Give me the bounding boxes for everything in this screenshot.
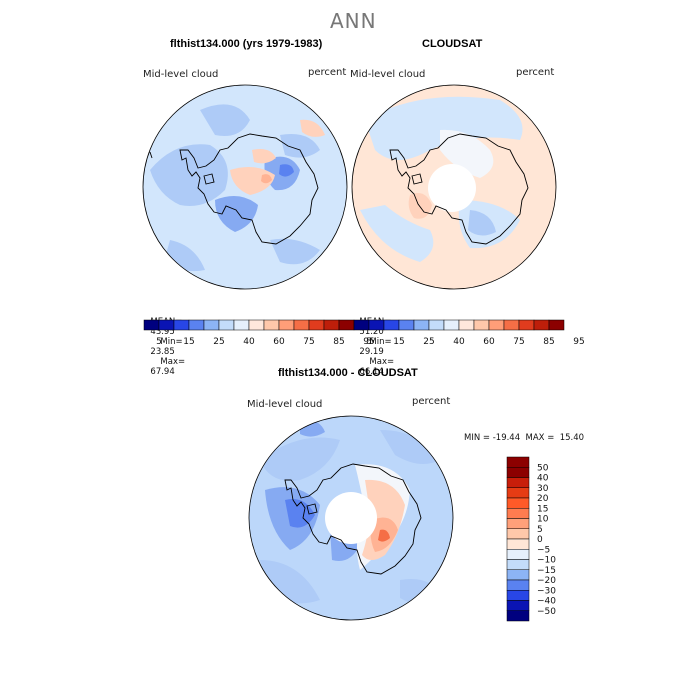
panel-1-colorbar-tick-label: 40 <box>243 337 255 347</box>
difference-colorbar-swatch <box>506 477 530 488</box>
panel-1-colorbar-tick-label: 15 <box>183 337 194 347</box>
difference-colorbar-swatch <box>506 538 530 550</box>
panel-3-units-label: percent <box>412 396 451 407</box>
difference-colorbar-tick-label: −15 <box>537 566 556 576</box>
panel-1-max-value: 67.94 <box>150 367 175 377</box>
difference-colorbar-tick-label: −30 <box>537 586 556 596</box>
difference-colorbar-tick-label: 5 <box>537 525 543 535</box>
panel-1-units-label: percent <box>308 67 347 78</box>
panel-2-colorbar-swatch <box>548 319 565 331</box>
difference-colorbar-swatch <box>506 518 530 529</box>
difference-colorbar-tick-label: −20 <box>537 576 556 586</box>
panel-2-colorbar-tick-label: 5 <box>366 337 372 347</box>
difference-colorbar-tick-label: 0 <box>537 535 543 545</box>
panel-1-colorbar-tick-label: 75 <box>303 337 314 347</box>
difference-colorbar-tick-label: −5 <box>537 545 550 555</box>
panel-1-colorbar-tick-label: 5 <box>156 337 162 347</box>
panel-2-colorbar-tick-label: 40 <box>453 337 465 347</box>
panel-2-colorbar-tick-label: 15 <box>393 337 404 347</box>
difference-colorbar-tick-label: 10 <box>537 515 549 525</box>
panel-2-colorbar-tick-label: 85 <box>543 337 554 347</box>
difference-colorbar-tick-label: 40 <box>537 474 549 484</box>
panel-3-title: flthist134.000 - CLOUDSAT <box>278 367 418 379</box>
panel-3-variable-label: Mid-level cloud <box>247 399 323 410</box>
difference-colorbar-swatch <box>506 549 530 560</box>
panel-1-colorbar-tick-label: 85 <box>333 337 344 347</box>
difference-colorbar-swatch <box>506 590 530 601</box>
difference-colorbar-swatch <box>506 456 530 468</box>
difference-colorbar-swatch <box>506 497 530 509</box>
panel-2-colorbar-tick-label: 95 <box>573 337 584 347</box>
panel-2-mean-value: 51.20 <box>359 327 384 337</box>
panel-1-colorbar-tick-label: 25 <box>213 337 224 347</box>
panel-1-min-value: 23.85 <box>150 347 175 357</box>
panel-2-min-value: 29.19 <box>359 347 384 357</box>
difference-colorbar-swatch <box>506 508 530 519</box>
difference-colorbar-tick-label: 15 <box>537 504 548 514</box>
difference-colorbar-tick-label: −40 <box>537 597 556 607</box>
difference-colorbar-swatch <box>506 487 530 499</box>
panel-1-colorbar-tick-label: 60 <box>273 337 285 347</box>
panel-1-mean-value: 43.95 <box>150 327 175 337</box>
panel-2-units-label: percent <box>516 67 555 78</box>
difference-colorbar-tick-label: 20 <box>537 494 549 504</box>
panel-2-colorbar-tick-label: 60 <box>483 337 495 347</box>
panel-2-min-label: Min= <box>369 337 392 347</box>
difference-colorbar-swatch <box>506 528 530 540</box>
difference-colorbar-swatch <box>506 569 530 581</box>
panel-2-variable-label: Mid-level cloud <box>350 69 426 80</box>
panel-1-max-label: Max= <box>160 357 186 367</box>
panel-2-title: CLOUDSAT <box>422 38 483 50</box>
panel-2-colorbar-tick-label: 75 <box>513 337 524 347</box>
panel-1-colorbar-tick-label: 95 <box>363 337 374 347</box>
difference-colorbar-swatch <box>506 610 530 622</box>
difference-colorbar-swatch <box>506 559 530 570</box>
difference-colorbar-swatch <box>506 600 530 611</box>
difference-colorbar-tick-label: 30 <box>537 484 549 494</box>
difference-colorbar-tick-label: −10 <box>537 556 556 566</box>
difference-colorbar-swatch <box>506 467 530 478</box>
panel-1-min-label: Min= <box>160 337 183 347</box>
difference-colorbar-swatch <box>506 579 530 591</box>
panel-2-colorbar-tick-label: 25 <box>423 337 434 347</box>
panel-1-title: flthist134.000 (yrs 1979-1983) <box>170 38 323 50</box>
panel-1-variable-label: Mid-level cloud <box>143 69 219 80</box>
panel-2-max-label: Max= <box>369 357 395 367</box>
panel-3-range-text: MIN = -19.44 MAX = 15.40 <box>464 433 585 443</box>
difference-colorbar-tick-label: 50 <box>537 463 549 473</box>
panel-2-max-value: 66.14 <box>359 367 384 377</box>
page-title: ANN <box>330 9 377 33</box>
panel-2-colorbar: 5 15 25 40 60 75 85 95 <box>353 319 585 347</box>
difference-colorbar-tick-label: −50 <box>537 607 556 617</box>
